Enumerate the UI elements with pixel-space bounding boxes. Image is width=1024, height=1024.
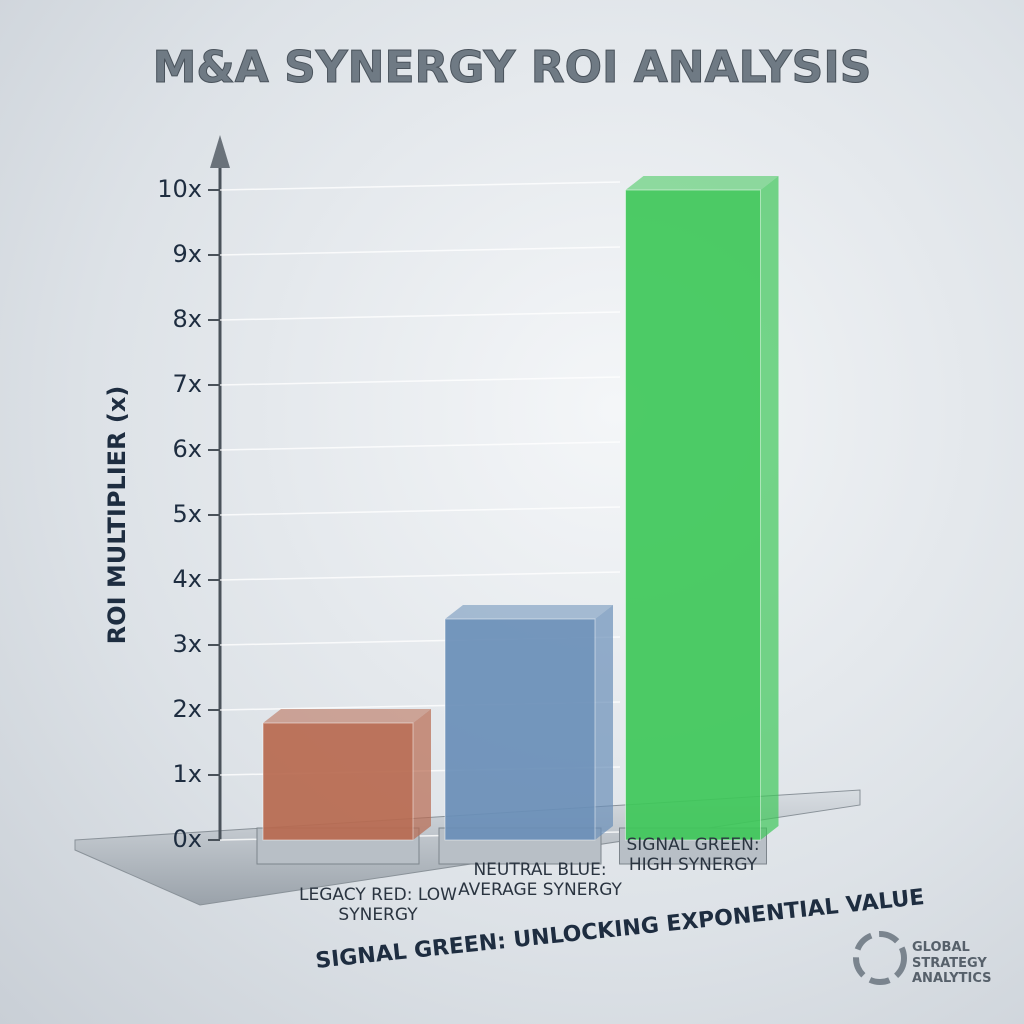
- grid-line: [219, 181, 621, 191]
- y-tick-label: 5x: [173, 500, 202, 528]
- grid-line: [219, 246, 621, 256]
- y-tick-label: 9x: [173, 240, 202, 268]
- grid-line: [219, 506, 621, 516]
- x-tick-label: SIGNAL GREEN: HIGH SYNERGY: [626, 835, 760, 876]
- y-tick-label: 6x: [173, 435, 202, 463]
- x-tick-label: NEUTRAL BLUE: AVERAGE SYNERGY: [458, 860, 622, 901]
- bar-top: [625, 176, 779, 190]
- logo-icon: [853, 931, 907, 985]
- y-tick-label: 2x: [173, 695, 202, 723]
- y-tick-label: 1x: [173, 760, 202, 788]
- bar-top: [263, 709, 431, 723]
- bar-side: [595, 605, 613, 840]
- grid-line: [219, 311, 621, 321]
- chart-title: M&A SYNERGY ROI ANALYSIS: [153, 42, 872, 93]
- grid-line: [219, 571, 621, 581]
- y-tick-label: 7x: [173, 370, 202, 398]
- y-tick-label: 4x: [173, 565, 202, 593]
- bar: [262, 722, 414, 841]
- y-tick-label: 3x: [173, 630, 202, 658]
- bar-side: [413, 709, 431, 840]
- bar: [625, 189, 761, 841]
- y-tick-label: 8x: [173, 305, 202, 333]
- bar-top: [445, 605, 613, 619]
- y-axis-arrow: [210, 135, 230, 168]
- bar-side: [760, 176, 779, 840]
- y-tick-label: 0x: [173, 825, 202, 853]
- grid-line: [219, 376, 621, 386]
- x-tick-label: LEGACY RED: LOW SYNERGY: [299, 885, 457, 926]
- grid-line: [219, 441, 621, 451]
- bar: [444, 618, 596, 841]
- y-axis-label: ROI MULTIPLIER (x): [103, 386, 131, 645]
- y-tick-label: 10x: [157, 175, 202, 203]
- logo-text: GLOBAL STRATEGY ANALYTICS: [912, 940, 992, 987]
